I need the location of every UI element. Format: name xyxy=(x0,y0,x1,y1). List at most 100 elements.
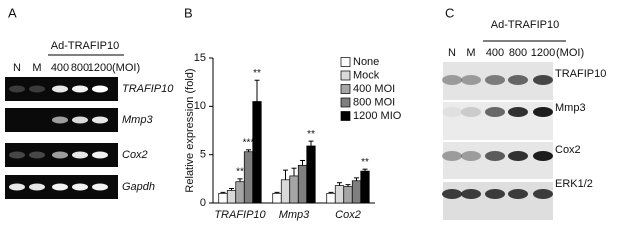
blot-band xyxy=(461,189,481,199)
significance-label: ** xyxy=(253,68,261,79)
gel-band xyxy=(29,85,45,93)
blot-band xyxy=(533,189,553,199)
lane-label: N xyxy=(448,47,456,59)
bar xyxy=(343,186,353,204)
bar xyxy=(360,170,370,204)
bar xyxy=(289,175,299,204)
lane-label: M xyxy=(466,47,475,59)
blot-row xyxy=(443,182,553,220)
legend-swatch xyxy=(340,57,351,67)
protein-label: ERK1/2 xyxy=(555,178,593,190)
treatment-label: Ad-TRAFIP10 xyxy=(51,40,119,52)
blot-band xyxy=(442,107,462,117)
blot-band xyxy=(533,75,553,85)
legend-label: None xyxy=(353,56,379,68)
bar xyxy=(306,145,316,204)
blot-band xyxy=(485,151,505,161)
gel-band xyxy=(92,183,108,191)
blot-band xyxy=(508,107,528,117)
panel-label: A xyxy=(8,5,17,20)
panel-label: B xyxy=(184,5,193,20)
bar xyxy=(351,180,362,204)
blot-band xyxy=(461,75,481,85)
blot-band xyxy=(485,189,505,199)
y-tick-label: 10 xyxy=(194,100,206,112)
gel-band xyxy=(92,85,108,93)
gel-band xyxy=(9,151,25,159)
lane-label: 1200 xyxy=(531,47,555,59)
treatment-label: Ad-TRAFIP10 xyxy=(491,19,559,31)
gel-band xyxy=(72,85,88,93)
panel-label: C xyxy=(445,5,454,20)
y-axis-title: Relative expression (fold) xyxy=(184,68,196,192)
bar xyxy=(297,164,308,204)
y-tick-label: 15 xyxy=(194,52,206,64)
legend-swatch xyxy=(340,84,351,94)
lane-label: M xyxy=(32,62,41,74)
x-tick-label: TRAFIP10 xyxy=(214,209,266,221)
legend-swatch xyxy=(340,97,351,108)
gel-band xyxy=(29,151,45,159)
blot-band xyxy=(442,189,462,199)
lane-label: 400 xyxy=(486,47,504,59)
gel-band xyxy=(29,183,45,191)
unit-label: (MOI) xyxy=(112,62,140,74)
significance-label: ** xyxy=(361,157,369,168)
gel-band xyxy=(92,151,108,159)
blot-band xyxy=(533,151,553,161)
legend-swatch xyxy=(340,70,351,81)
legend-label: 400 MOI xyxy=(353,83,395,95)
significance-label: ** xyxy=(236,166,244,177)
legend-label: 1200 MIO xyxy=(353,110,402,122)
blot-band xyxy=(485,107,505,117)
blot-band xyxy=(442,75,462,85)
gel xyxy=(5,77,118,199)
blot-band xyxy=(533,107,553,117)
gene-label: TRAFIP10 xyxy=(122,83,174,95)
gel-band xyxy=(72,116,88,124)
gel-band xyxy=(52,151,68,159)
legend-label: Mock xyxy=(353,69,380,81)
gel-band xyxy=(52,183,68,191)
gel-band xyxy=(72,183,88,191)
bar xyxy=(280,179,291,204)
bar xyxy=(243,151,254,204)
blot-band xyxy=(461,151,481,161)
gel-band xyxy=(72,151,88,159)
blot-band xyxy=(485,75,505,85)
lane-label: 1200 xyxy=(88,62,112,74)
blot-band xyxy=(508,189,528,199)
blot-band xyxy=(461,107,481,117)
x-tick-label: Cox2 xyxy=(335,209,361,221)
y-tick-label: 0 xyxy=(200,197,206,209)
gel-band xyxy=(52,116,68,124)
unit-label: (MOI) xyxy=(556,47,584,59)
bar xyxy=(252,101,262,204)
x-tick-label: Mmp3 xyxy=(279,209,310,221)
significance-label: *** xyxy=(243,137,255,148)
lane-label: 800 xyxy=(509,47,527,59)
legend-label: 800 MOI xyxy=(353,96,395,108)
y-tick-label: 5 xyxy=(200,149,206,161)
protein-label: TRAFIP10 xyxy=(555,68,606,80)
bar xyxy=(218,192,228,204)
gel-band xyxy=(9,85,25,93)
bar xyxy=(272,192,282,204)
lane-label: 400 xyxy=(51,62,69,74)
bar xyxy=(235,181,245,204)
figure: A Ad-TRAFIP10 C Ad-TRAFIP10 N M 400 8001200… xyxy=(5,5,606,221)
gene-label: Cox2 xyxy=(122,149,148,161)
bar xyxy=(226,190,237,204)
gene-label: Mmp3 xyxy=(122,114,153,126)
lane-label: N xyxy=(13,62,21,74)
legend-swatch xyxy=(340,111,351,121)
lane-label: 800 xyxy=(71,62,89,74)
blot-band xyxy=(508,151,528,161)
gel-band xyxy=(9,183,25,191)
bar xyxy=(326,192,336,204)
gel-band xyxy=(52,85,68,93)
protein-label: Cox2 xyxy=(555,144,581,156)
gel-band xyxy=(92,116,108,124)
blot-band xyxy=(508,75,528,85)
significance-label: ** xyxy=(307,129,315,140)
